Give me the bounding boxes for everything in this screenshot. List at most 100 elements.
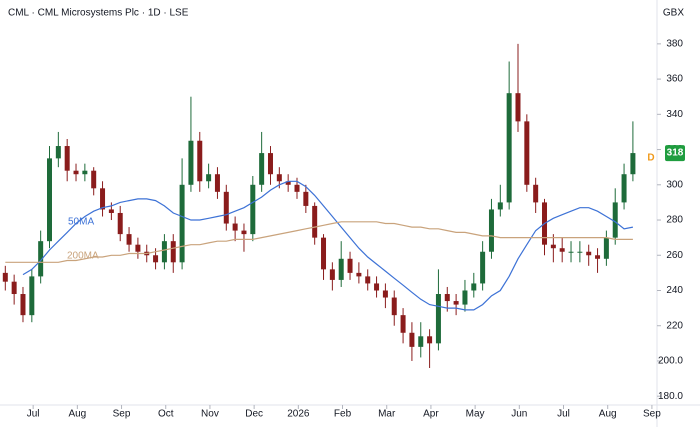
candle-body	[179, 184, 185, 263]
x-tick-label: Feb	[334, 409, 352, 420]
x-tick-label: Nov	[201, 409, 219, 420]
chart-title: CML · CML Microsystems Plc · 1D · LSE	[8, 8, 189, 19]
candle-body	[38, 241, 44, 277]
candle-body	[303, 191, 309, 206]
candle-body	[365, 276, 371, 284]
candle-body	[506, 93, 512, 203]
candle-body	[550, 244, 556, 249]
candle-body	[524, 121, 530, 185]
candle-body	[559, 248, 565, 252]
candle-body	[586, 251, 592, 256]
x-tick-label: Sep	[643, 409, 661, 420]
candle-body	[630, 153, 636, 175]
candle-body	[20, 294, 26, 316]
candle-body	[29, 276, 35, 316]
candle-body	[400, 315, 406, 333]
candle-body	[329, 269, 335, 280]
y-tick-label: 280	[666, 215, 683, 226]
candle-body	[64, 146, 70, 171]
candle-body	[453, 301, 459, 305]
x-tick-label: Aug	[68, 409, 86, 420]
dividend-marker: D	[647, 153, 654, 164]
candle-body	[338, 258, 344, 280]
x-tick-label: Apr	[423, 409, 439, 420]
candle-body	[135, 244, 141, 252]
currency-label: GBX	[663, 8, 684, 19]
candle-body	[515, 93, 521, 122]
candle-body	[294, 184, 300, 192]
x-tick-label: Aug	[599, 409, 617, 420]
y-tick-label: 340	[666, 109, 683, 120]
candle-body	[285, 181, 291, 185]
candle-body	[170, 241, 176, 263]
candle-body	[2, 272, 8, 282]
y-tick-label: 260	[666, 250, 683, 261]
candle-body	[374, 283, 380, 291]
x-tick-label: Jul	[557, 409, 570, 420]
candle-body	[267, 153, 273, 175]
x-tick-label: Jul	[27, 409, 40, 420]
candle-body	[471, 283, 477, 291]
y-tick-label: 360	[666, 74, 683, 85]
last-price-label: 318	[667, 148, 684, 159]
candle-body	[206, 174, 212, 182]
candle-body	[347, 258, 353, 273]
candle-body	[356, 272, 362, 277]
candle-body	[533, 184, 539, 203]
candle-body	[418, 336, 424, 347]
candle-body	[312, 205, 318, 238]
candle-body	[241, 230, 247, 235]
candle-body	[250, 184, 256, 235]
candle-body	[11, 281, 17, 295]
candle-body	[577, 251, 583, 253]
candle-body	[259, 153, 265, 185]
candle-body	[126, 234, 132, 245]
candle-body	[612, 202, 618, 238]
candle-body	[497, 202, 503, 210]
candle-body	[214, 174, 220, 192]
candle-body	[462, 290, 468, 305]
candle-body	[568, 251, 574, 253]
candle-body	[427, 336, 433, 344]
candle-body	[197, 140, 203, 182]
ma-line	[22, 180, 634, 311]
candle-body	[91, 170, 97, 189]
x-tick-label: Jun	[511, 409, 527, 420]
candle-body	[409, 332, 415, 347]
candle-body	[55, 146, 61, 159]
candle-body	[621, 174, 627, 203]
x-tick-label: Oct	[158, 409, 174, 420]
candle-body	[161, 241, 167, 263]
candle-body	[391, 297, 397, 316]
x-tick-label: Sep	[113, 409, 131, 420]
candle-body	[117, 212, 123, 235]
ma-label: 200MA	[67, 251, 99, 262]
y-tick-label: 380	[666, 38, 683, 49]
candle-body	[595, 255, 601, 259]
candle-body	[488, 209, 494, 252]
candle-body	[82, 170, 88, 175]
x-tick-label: Mar	[378, 409, 396, 420]
candle-body	[382, 290, 388, 298]
x-tick-label: 2026	[287, 409, 310, 420]
y-tick-label: 240	[666, 285, 683, 296]
candle-body	[108, 209, 114, 213]
candle-body	[435, 294, 441, 344]
candle-body	[603, 237, 609, 259]
y-tick-label: 220	[666, 320, 683, 331]
candle-body	[444, 294, 450, 302]
candle-body	[47, 158, 53, 242]
candle-body	[73, 170, 79, 175]
candle-body	[223, 191, 229, 224]
candle-body	[276, 174, 282, 182]
x-tick-label: May	[466, 409, 485, 420]
y-tick-label: 300	[666, 179, 683, 190]
ma-line	[5, 221, 633, 263]
ma-label: 50MA	[68, 217, 94, 228]
y-tick-label: 180.0	[658, 391, 683, 402]
candle-body	[232, 223, 238, 231]
candle-body	[153, 255, 159, 263]
candle-body	[321, 237, 327, 270]
y-tick-label: 200.0	[658, 356, 683, 367]
